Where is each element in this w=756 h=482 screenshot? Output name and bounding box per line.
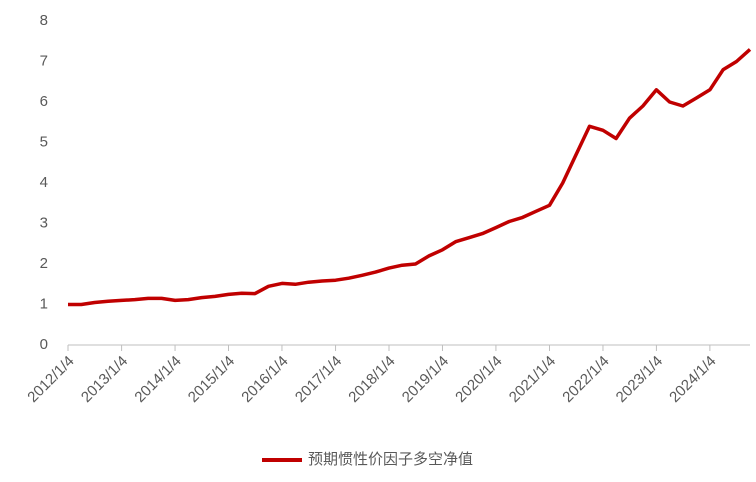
x-tick-label: 2023/1/4	[613, 353, 666, 406]
x-tick-label: 2018/1/4	[345, 353, 398, 406]
y-tick-label: 0	[40, 336, 48, 353]
x-tick-label: 2017/1/4	[292, 353, 345, 406]
y-tick-label: 5	[40, 133, 48, 150]
line	[68, 48, 752, 307]
legend-label: 预期惯性价因子多空净值	[308, 451, 473, 468]
x-tick-label: 2021/1/4	[506, 353, 559, 406]
x-tick-label: 2020/1/4	[452, 353, 505, 406]
y-tick-label: 8	[40, 12, 48, 29]
y-tick-label: 1	[40, 295, 48, 312]
y-tick-label: 2	[40, 255, 48, 272]
x-tick-label: 2022/1/4	[559, 353, 612, 406]
y-tick-label: 3	[40, 214, 48, 231]
x-tick-label: 2024/1/4	[666, 353, 719, 406]
x-tick-label: 2015/1/4	[185, 353, 238, 406]
y-tick-label: 4	[40, 174, 48, 191]
y-tick-label: 7	[40, 52, 48, 69]
x-tick-label: 2016/1/4	[238, 353, 291, 406]
x-tick-label: 2019/1/4	[399, 353, 452, 406]
y-tick-label: 6	[40, 93, 48, 110]
x-tick-label: 2014/1/4	[131, 353, 184, 406]
x-tick-label: 2012/1/4	[24, 353, 77, 406]
x-tick-label: 2013/1/4	[78, 353, 131, 406]
